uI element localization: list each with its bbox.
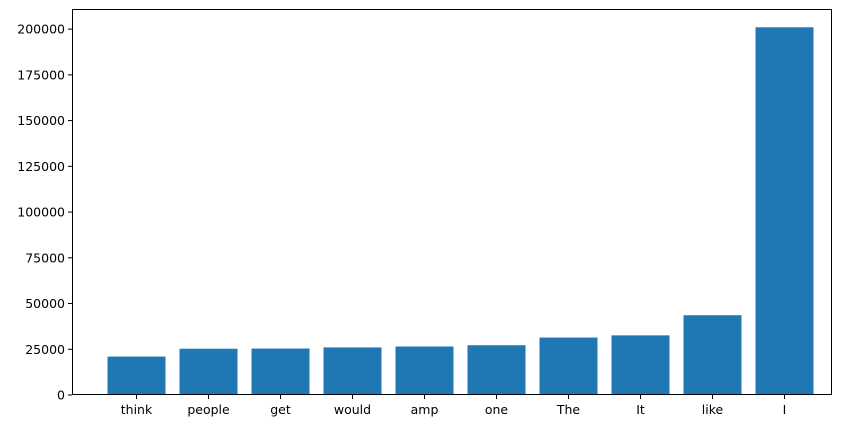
y-tick-label: 100000 xyxy=(17,205,65,220)
plot-frame xyxy=(72,9,832,395)
x-tick-label: like xyxy=(702,402,724,417)
x-tick-label: get xyxy=(270,402,291,417)
bar-it xyxy=(611,335,670,395)
y-tick-label: 175000 xyxy=(17,67,65,82)
x-axis: think people get would amp one The It like I xyxy=(121,395,787,417)
bar-the xyxy=(539,337,598,395)
bars-layer xyxy=(107,27,814,396)
x-tick-label: I xyxy=(783,402,787,417)
y-tick-label: 0 xyxy=(57,388,65,403)
y-tick-label: 200000 xyxy=(17,22,65,37)
bar-one xyxy=(467,345,526,395)
y-tick-label: 125000 xyxy=(17,159,65,174)
bar-people xyxy=(179,348,238,395)
x-tick-label: It xyxy=(636,402,645,417)
bar-amp xyxy=(395,346,454,395)
y-tick-label: 150000 xyxy=(17,113,65,128)
x-tick-label: people xyxy=(187,402,230,417)
x-tick-label: amp xyxy=(411,402,439,417)
y-tick-label: 25000 xyxy=(25,342,65,357)
y-axis: 0 25000 50000 75000 100000 125000 150000 175000… xyxy=(17,22,72,403)
x-tick-label: one xyxy=(485,402,509,417)
bar-would xyxy=(323,347,382,395)
y-tick-label: 75000 xyxy=(25,250,65,265)
y-tick-label: 50000 xyxy=(25,296,65,311)
x-tick-label: think xyxy=(121,402,153,417)
bar-think xyxy=(107,356,166,395)
bar-i xyxy=(755,27,814,396)
bar-like xyxy=(683,315,742,395)
x-tick-label: would xyxy=(334,402,371,417)
x-tick-label: The xyxy=(556,402,581,417)
bar-get xyxy=(251,348,310,395)
